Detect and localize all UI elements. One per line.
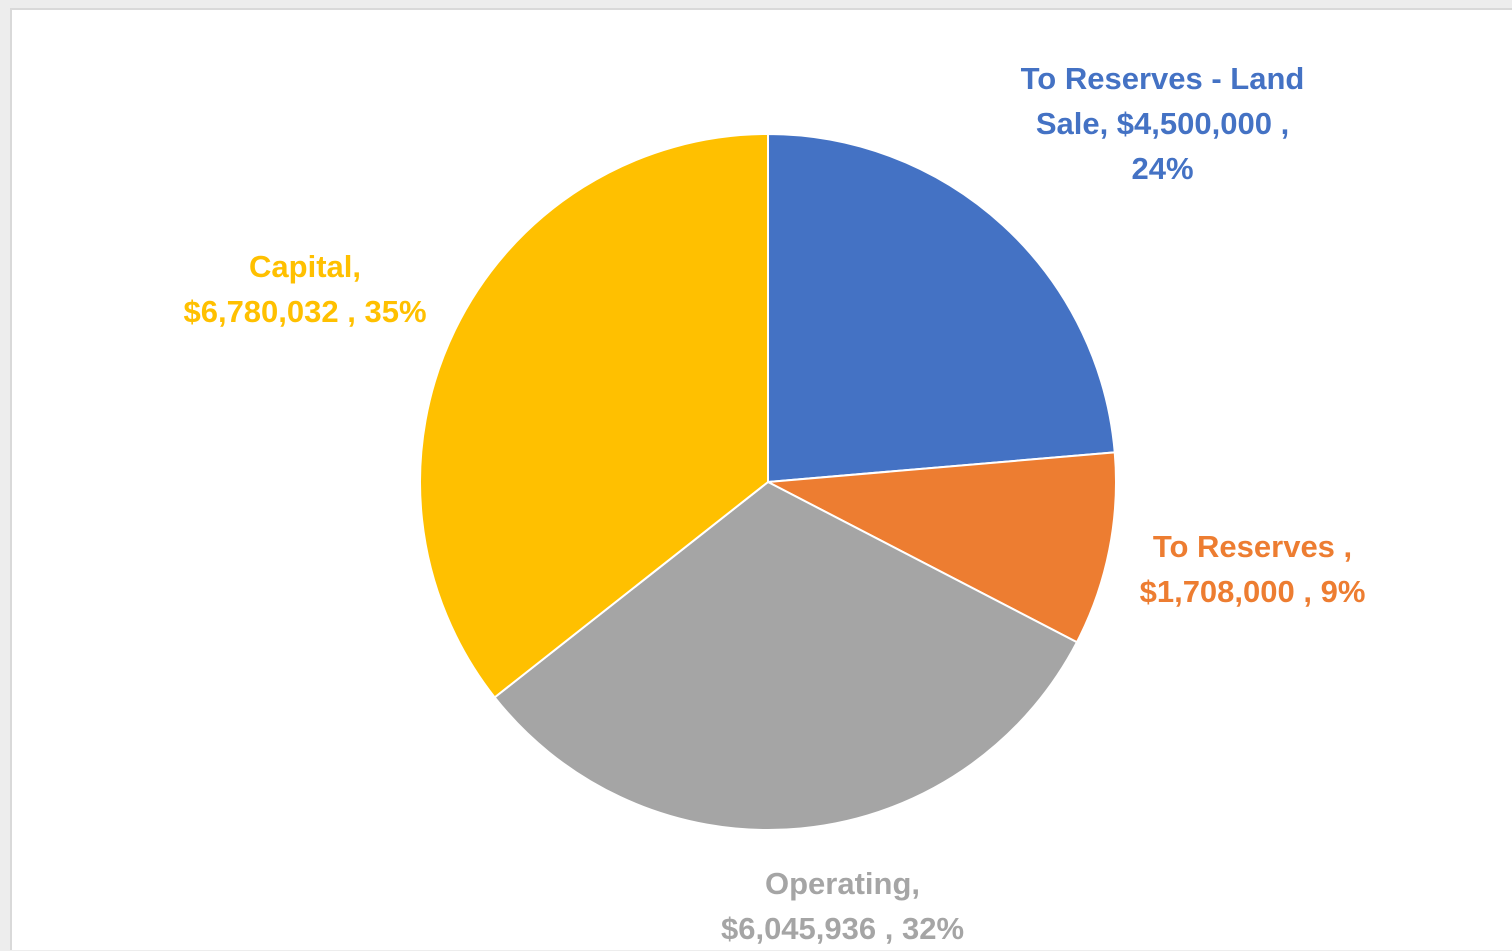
data-label-land-sale: To Reserves - Land Sale, $4,500,000 , 24… (1010, 56, 1315, 191)
label-line: Sale, $4,500,000 , (1035, 106, 1290, 141)
pie-slice-land-sale (767, 132, 1116, 484)
label-line: To Reserves - Land (1020, 61, 1305, 96)
label-line: 24% (1131, 151, 1194, 186)
pie-slice-reserves (764, 451, 1117, 644)
label-line: $1,708,000 , 9% (1139, 574, 1366, 609)
label-line: $6,045,936 , 32% (720, 911, 965, 946)
label-line: Operating, (764, 866, 920, 901)
data-label-capital: Capital, $6,780,032 , 35% (165, 244, 445, 334)
pie-slice-operating (493, 480, 1079, 831)
data-label-reserves: To Reserves , $1,708,000 , 9% (1120, 524, 1385, 614)
label-line: Capital, (249, 249, 361, 284)
data-label-operating: Operating, $6,045,936 , 32% (700, 861, 985, 951)
pie-slice-capital (419, 132, 769, 699)
label-line: To Reserves , (1152, 529, 1353, 564)
label-line: $6,780,032 , 35% (183, 294, 427, 329)
